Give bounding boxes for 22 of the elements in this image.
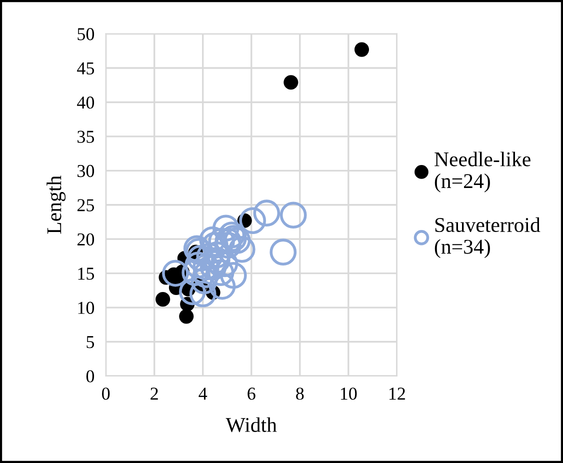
y-tick-label: 35 [78, 130, 94, 143]
y-tick-label: 15 [78, 268, 94, 280]
legend-label: Sauveterroid (n=34) [434, 217, 540, 258]
legend-label: Needle-like (n=24) [434, 152, 530, 192]
y-tick-label: 20 [77, 233, 94, 246]
x-tick-label: 4 [198, 388, 208, 400]
x-tick-label: 2 [150, 388, 158, 400]
y-tick-label: 10 [78, 302, 94, 314]
y-tick-label: 45 [77, 62, 94, 74]
y-tick-label: 25 [77, 199, 94, 212]
y-tick-label: 0 [86, 370, 94, 382]
x-tick-label: 8 [296, 388, 304, 400]
x-tick-label: 0 [102, 388, 110, 400]
x-tick-label: 12 [389, 388, 405, 400]
x-tick-label: 10 [340, 388, 357, 400]
y-axis-title: Length [46, 176, 66, 234]
y-tick-label: 5 [86, 336, 94, 348]
y-tick-label: 30 [78, 164, 94, 178]
x-tick-label: 6 [248, 388, 256, 400]
x-axis-title: Width [226, 417, 277, 432]
y-tick-label: 50 [78, 28, 94, 40]
y-tick-label: 40 [77, 96, 94, 109]
